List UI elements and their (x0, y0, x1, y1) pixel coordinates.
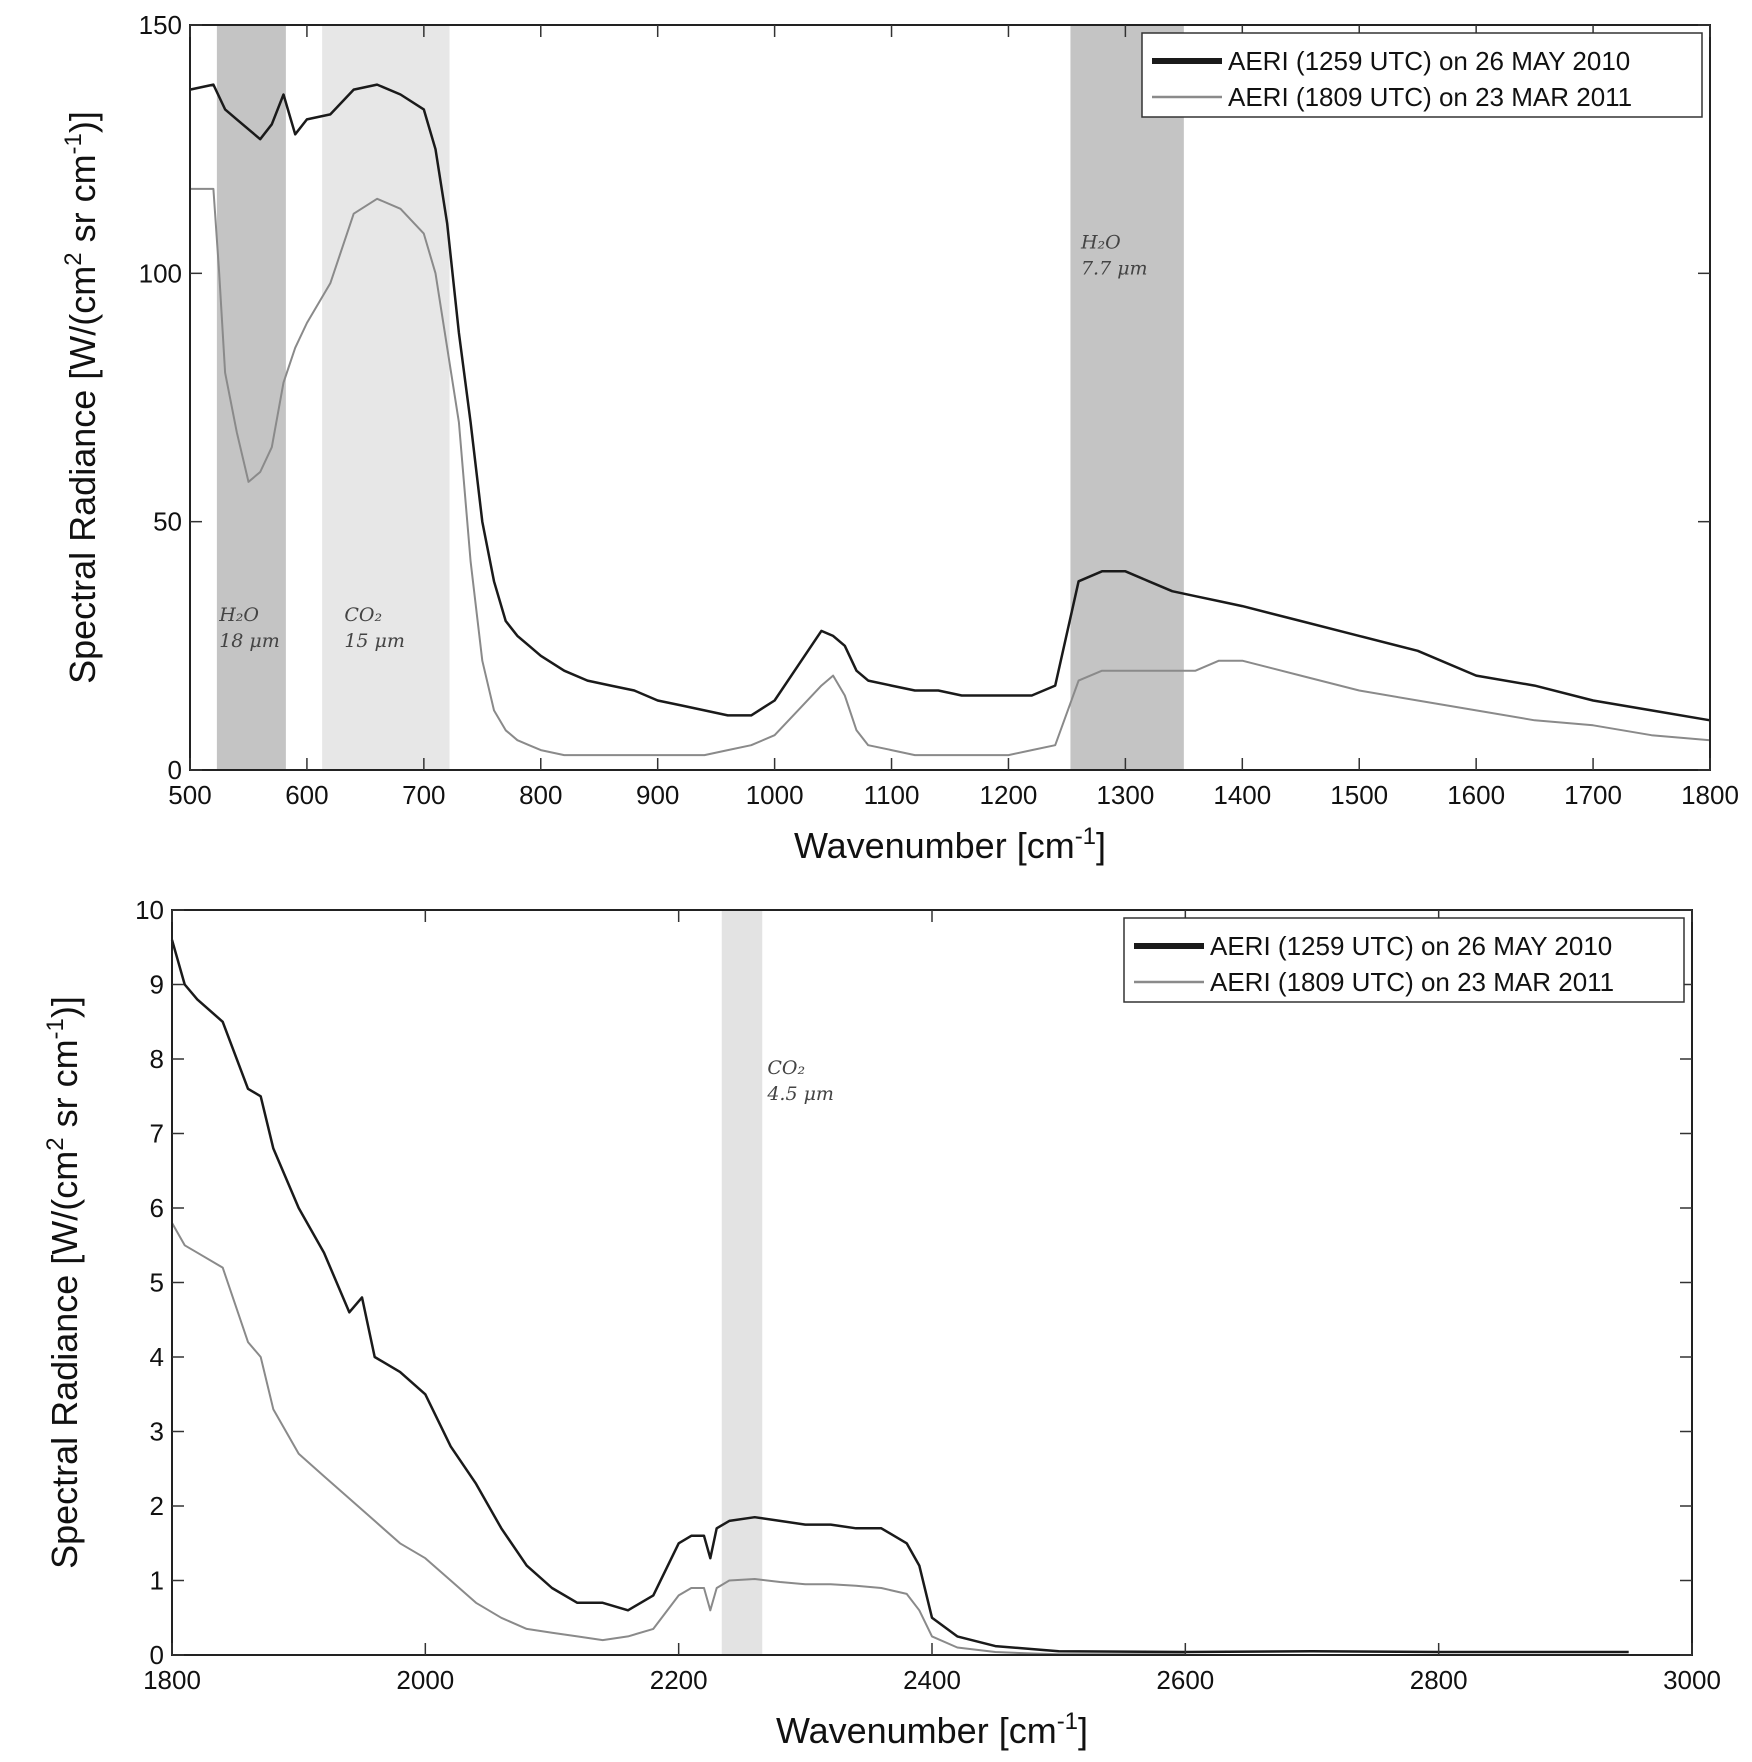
band-label-1-1: 15 μm (344, 630, 405, 652)
series-line-0 (189, 83, 1711, 722)
band-label-2-1: 7.7 μm (1081, 258, 1148, 280)
absorption-band-1 (322, 25, 450, 770)
absorption-band-0 (216, 25, 286, 770)
x-tick-label-3: 800 (519, 780, 562, 810)
y-tick-label-8: 8 (150, 1044, 164, 1074)
y-tick-label-3: 3 (150, 1417, 164, 1447)
series-line-0 (170, 939, 1629, 1654)
x-tick-label-5: 1000 (746, 780, 804, 810)
legend-box (1123, 917, 1685, 1003)
x-tick-label-6: 3000 (1663, 1665, 1721, 1695)
x-axis-title: Wavenumber [cm-1] (776, 1708, 1088, 1751)
band-label-0-1: 4.5 μm (766, 1083, 834, 1105)
legend-label-1: AERI (1809 UTC) on 23 MAR 2011 (1228, 82, 1632, 112)
legend-box (1141, 32, 1703, 118)
x-tick-label-9: 1400 (1213, 780, 1271, 810)
y-tick-label-1: 50 (153, 507, 182, 537)
x-tick-label-6: 1100 (864, 780, 920, 810)
y-tick-label-6: 6 (150, 1193, 164, 1223)
y-tick-label-1: 1 (150, 1566, 164, 1596)
band-label-1-0: CO₂ (344, 604, 382, 626)
x-tick-label-2: 2200 (650, 1665, 708, 1695)
y-tick-label-4: 4 (150, 1342, 164, 1372)
legend-label-0: AERI (1259 UTC) on 26 MAY 2010 (1210, 931, 1612, 961)
x-tick-label-10: 1500 (1330, 780, 1388, 810)
y-tick-label-7: 7 (150, 1119, 164, 1149)
x-tick-label-4: 2600 (1156, 1665, 1214, 1695)
y-tick-label-3: 150 (139, 10, 182, 40)
y-tick-label-2: 2 (150, 1491, 164, 1521)
top-spectrum-panel: 500 600 700 800 900 1000 1100 1200 1300 1400 1500 1… (60, 10, 1739, 866)
y-tick-label-2: 100 (139, 258, 182, 288)
band-label-2-0: H₂O (1080, 232, 1121, 254)
x-tick-label-0: 500 (168, 780, 211, 810)
y-tick-label-5: 5 (150, 1268, 164, 1298)
x-tick-label-7: 1200 (980, 780, 1038, 810)
x-tick-label-1: 600 (285, 780, 328, 810)
y-axis-title: Spectral Radiance [W/(cm2 sr cm-1)] (60, 111, 103, 684)
x-tick-label-12: 1700 (1564, 780, 1622, 810)
series-line-1 (171, 1222, 1186, 1656)
band-label-0-1: 18 μm (219, 630, 280, 652)
y-tick-label-10: 10 (135, 895, 164, 925)
y-tick-label-0: 0 (150, 1640, 164, 1670)
x-tick-label-2: 700 (402, 780, 445, 810)
legend-label-1: AERI (1809 UTC) on 23 MAR 2011 (1210, 967, 1614, 997)
x-tick-label-1: 2000 (396, 1665, 454, 1695)
band-label-0-0: H₂O (218, 604, 259, 626)
y-axis-title: Spectral Radiance [W/(cm2 sr cm-1)] (42, 996, 85, 1569)
series-line-1 (190, 187, 1711, 757)
plot-frame (189, 24, 1711, 771)
absorption-band-2 (1070, 25, 1184, 770)
x-tick-label-13: 1800 (1681, 780, 1739, 810)
x-tick-label-3: 2400 (903, 1665, 961, 1695)
band-label-0-0: CO₂ (767, 1057, 805, 1079)
y-tick-label-9: 9 (150, 970, 164, 1000)
absorption-band-0 (721, 910, 763, 1655)
x-tick-label-8: 1300 (1096, 780, 1154, 810)
x-tick-label-11: 1600 (1447, 780, 1505, 810)
y-tick-label-0: 0 (168, 755, 182, 785)
x-tick-label-5: 2800 (1410, 1665, 1468, 1695)
x-tick-label-0: 1800 (143, 1665, 201, 1695)
bottom-spectrum-panel: 1800 2000 2200 2400 2600 2800 3000 0 1 2 3 4 5 6 7 8 9 10… (42, 895, 1721, 1751)
legend-label-0: AERI (1259 UTC) on 26 MAY 2010 (1228, 46, 1630, 76)
x-axis-title: Wavenumber [cm-1] (794, 823, 1106, 866)
x-tick-label-4: 900 (636, 780, 679, 810)
